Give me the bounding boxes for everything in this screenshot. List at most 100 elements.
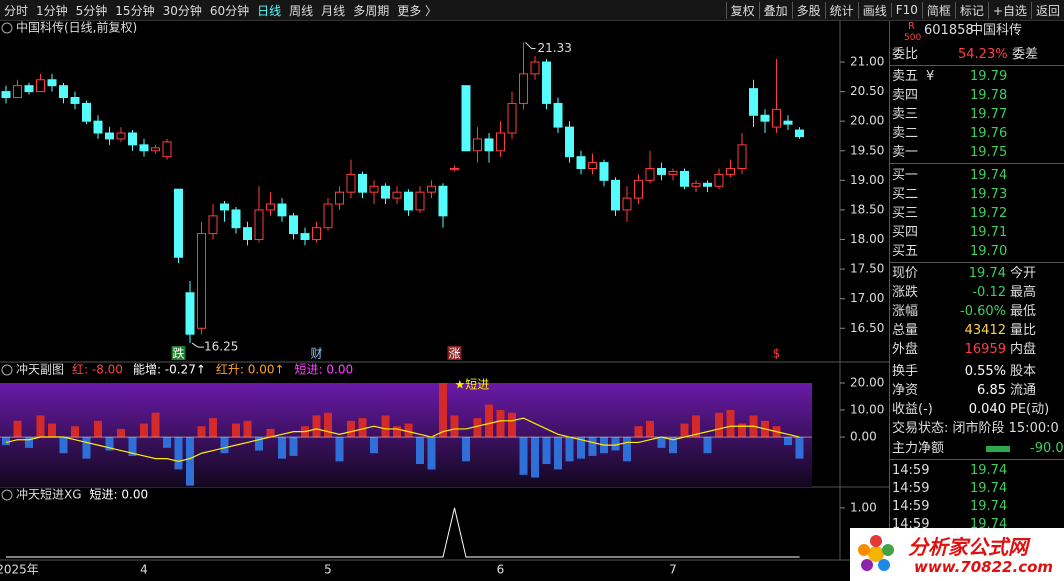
- toolbar-button[interactable]: 日线: [257, 3, 282, 18]
- candle-body: [657, 168, 666, 175]
- event-label[interactable]: 跌: [172, 346, 184, 361]
- toolbar-button[interactable]: 更多 〉: [397, 3, 438, 18]
- toolbar-button[interactable]: 统计: [824, 1, 858, 19]
- logo: [858, 535, 894, 571]
- event-label[interactable]: $: [773, 347, 781, 361]
- watermark: 分析家公式网 www.70822.com: [850, 528, 1064, 581]
- histogram-bar: [692, 415, 700, 438]
- histogram-bar: [531, 437, 539, 478]
- histogram-bar: [163, 437, 171, 448]
- candle-body: [680, 170, 689, 187]
- toolbar-button[interactable]: F10: [890, 3, 922, 17]
- label: 换手: [892, 364, 919, 379]
- time: 14:59: [892, 499, 930, 514]
- candle-body: [415, 191, 425, 211]
- toolbar-button[interactable]: 画线: [857, 1, 891, 19]
- histogram-bar: [623, 437, 631, 462]
- price: 19.79: [970, 69, 1008, 84]
- label: 最低: [1010, 304, 1037, 319]
- candle-body: [381, 185, 390, 199]
- candle-body: [726, 168, 735, 175]
- label: 买三: [892, 206, 919, 221]
- candle-body: [185, 292, 195, 335]
- value: 0.55%: [964, 364, 1006, 379]
- ask-row: 卖一 19.75: [890, 143, 1064, 162]
- histogram-bar: [151, 412, 160, 438]
- toolbar-button[interactable]: +自选: [987, 1, 1031, 19]
- histogram-bar: [59, 437, 68, 454]
- histogram-bar: [255, 437, 263, 451]
- y-tick-label: 20.00: [850, 114, 884, 128]
- toolbar-button[interactable]: 标记: [954, 1, 988, 19]
- label: 主力净额: [892, 441, 945, 456]
- x-tick-label: 6: [497, 563, 505, 577]
- legend-item: 能增: -0.27↑: [133, 363, 206, 377]
- min-label: 16.25: [204, 340, 238, 354]
- toolbar-button[interactable]: 60分钟: [209, 3, 250, 18]
- toolbar-button[interactable]: 叠加: [758, 1, 792, 19]
- price: 19.73: [970, 187, 1008, 202]
- histogram-bar: [197, 426, 206, 438]
- toolbar: 分时 1分钟 5分钟 15分钟 30分钟 60分钟 日线 周线 月线 多周期 更多 〉 复权 叠加 多股统…: [0, 0, 1064, 21]
- candle-body: [105, 132, 114, 140]
- status-row: 交易状态: 闭市阶段 15:00:0: [890, 419, 1064, 438]
- watermark-url: www.70822.com: [914, 558, 1054, 576]
- value: -90.0: [1030, 441, 1064, 456]
- candle-body: [519, 73, 528, 104]
- toolbar-button[interactable]: 分时: [4, 3, 29, 18]
- legend-item: 红: -8.00: [72, 362, 123, 377]
- label: 买一: [892, 168, 919, 183]
- chart-area: 21.00 20.50 20.00 19.50 19.00 18.50 18.00 17.50…: [0, 20, 889, 577]
- candle-body: [507, 102, 517, 134]
- bid-row: 买五 19.70: [890, 242, 1064, 261]
- candle-body: [703, 182, 712, 187]
- candle-body: [128, 132, 137, 146]
- collapse-icon[interactable]: [1, 489, 13, 501]
- y-tick-label: 10.00: [850, 403, 884, 417]
- y-tick-label: 16.50: [850, 321, 884, 335]
- time: 14:59: [892, 481, 930, 496]
- event-label[interactable]: 涨: [448, 346, 460, 361]
- y-tick-label: 19.50: [850, 143, 884, 157]
- candle-body: [427, 185, 436, 193]
- collapse-icon[interactable]: [1, 364, 13, 376]
- candle-body: [289, 215, 298, 235]
- toolbar-button[interactable]: 1分钟: [36, 3, 68, 18]
- ask-row: 卖五 ¥19.79: [890, 67, 1064, 86]
- value: 6.85: [977, 383, 1006, 398]
- label: 今开: [1010, 266, 1037, 281]
- tick-row: 14:59 19.74: [890, 461, 1064, 480]
- candle-body: [151, 147, 160, 152]
- badge: R: [908, 21, 915, 32]
- collapse-icon[interactable]: [1, 22, 13, 34]
- histogram-bar: [393, 426, 401, 438]
- weibi-row: 委比 54.23% 委差: [890, 45, 1064, 64]
- legend-item: 短进: 0.00: [90, 488, 149, 502]
- toolbar-button[interactable]: 周线: [289, 3, 314, 18]
- histogram-bar: [220, 437, 229, 454]
- toolbar-button[interactable]: 15分钟: [115, 3, 155, 18]
- label: 涨跌: [892, 285, 919, 300]
- toolbar-button[interactable]: 月线: [321, 3, 346, 18]
- signal-tag: ★短进: [455, 378, 490, 392]
- label: 收益(-): [892, 402, 933, 417]
- toolbar-button[interactable]: 5分钟: [75, 3, 108, 18]
- event-label[interactable]: 财: [310, 347, 322, 361]
- toolbar-button[interactable]: 30分钟: [162, 3, 202, 18]
- tick-row: 14:59 19.74: [890, 497, 1064, 516]
- toolbar-button[interactable]: 返回: [1030, 1, 1064, 19]
- label: 现价: [892, 266, 919, 281]
- toolbar-button[interactable]: 复权: [725, 1, 759, 19]
- toolbar-button[interactable]: 简框: [921, 1, 955, 19]
- candle-body: [24, 85, 34, 93]
- histogram-bar: [209, 418, 217, 438]
- candle-body: [634, 179, 643, 199]
- toolbar-button[interactable]: 多周期: [353, 3, 390, 18]
- toolbar-button[interactable]: 多股: [791, 1, 825, 19]
- status: 交易状态: 闭市阶段 15:00:0: [892, 421, 1059, 436]
- candle-body: [59, 85, 68, 99]
- candle-body: [450, 168, 459, 171]
- histogram-bar: [577, 437, 585, 459]
- divider: [890, 65, 1064, 66]
- y-tick-label: 0.00: [850, 430, 877, 444]
